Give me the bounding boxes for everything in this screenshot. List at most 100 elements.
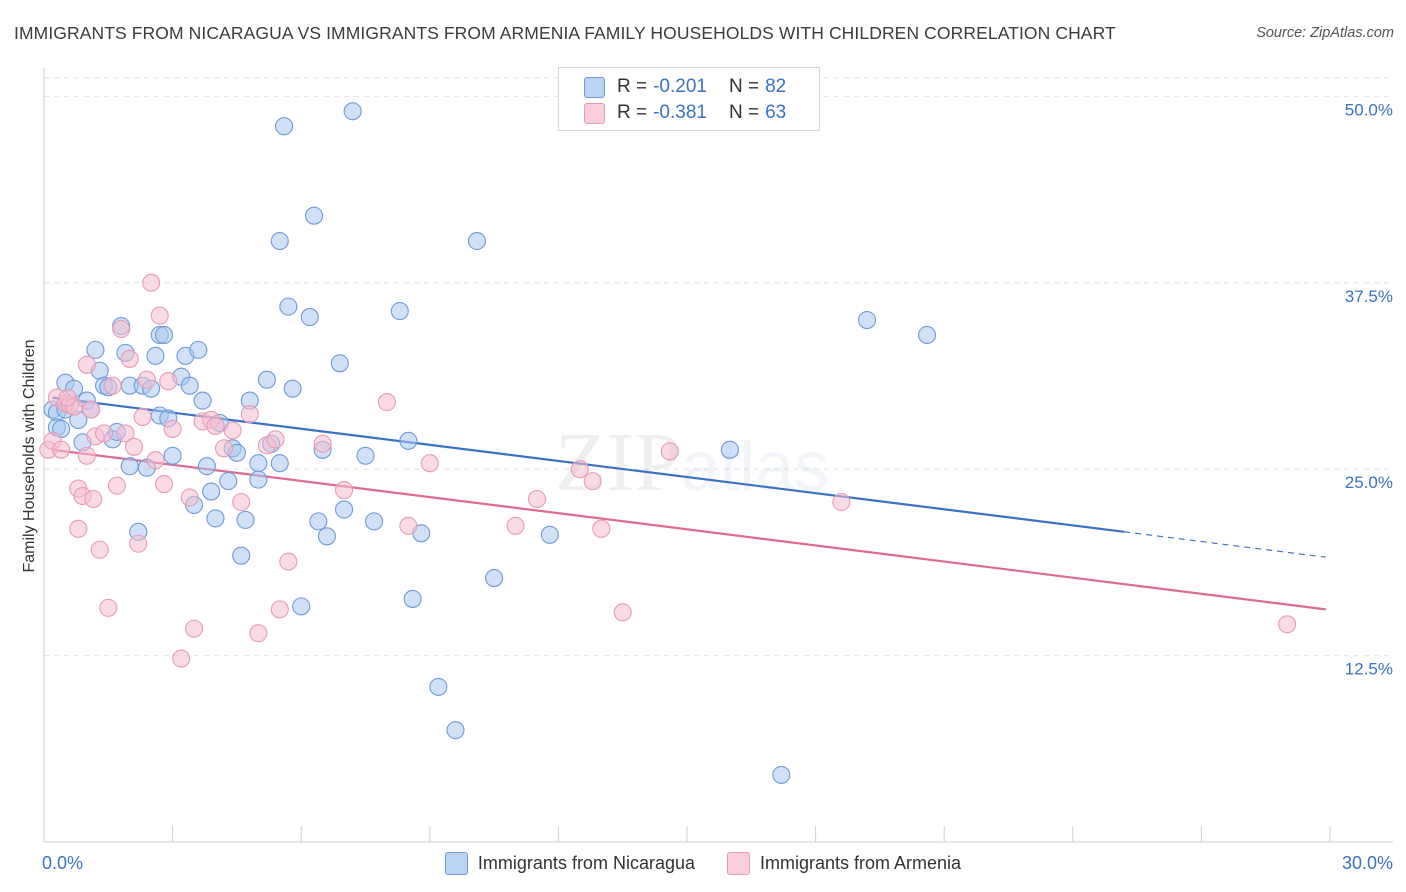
data-point-pink: [1278, 615, 1297, 634]
data-point-pink: [99, 598, 118, 617]
legend-r-value: -0.201: [653, 76, 707, 97]
legend-label-nicaragua: Immigrants from Nicaragua: [477, 853, 695, 873]
data-point-blue: [283, 379, 302, 398]
data-point-blue: [249, 454, 268, 473]
data-point-blue: [918, 325, 937, 345]
data-point-pink: [69, 519, 88, 538]
data-point-pink: [506, 516, 525, 535]
legend-n-value: 82: [765, 76, 787, 97]
data-point-blue: [356, 446, 375, 465]
data-point-pink: [313, 434, 332, 453]
data-point-pink: [84, 489, 103, 509]
legend-swatch-pink: [727, 852, 750, 875]
data-point-pink: [232, 492, 251, 512]
data-point-pink: [150, 306, 169, 325]
data-point-pink: [77, 446, 96, 465]
data-point-pink: [214, 439, 234, 458]
chart-source: Source: ZipAtlas.com: [1256, 25, 1394, 41]
data-point-blue: [270, 454, 289, 473]
data-point-pink: [270, 600, 289, 619]
legend-n-label: N =: [728, 76, 760, 97]
trend-extension-blue: [1124, 531, 1326, 558]
data-point-blue: [193, 391, 212, 410]
data-point-blue: [292, 597, 311, 616]
data-point-pink: [399, 516, 418, 535]
data-point-blue: [317, 527, 336, 546]
legend-swatch-blue: [584, 76, 605, 98]
data-point-pink: [335, 481, 354, 500]
trend-line-blue: [52, 396, 1125, 533]
data-point-pink: [570, 460, 589, 479]
data-point-blue: [305, 206, 324, 225]
data-point-pink: [592, 519, 611, 538]
data-point-pink: [832, 492, 851, 512]
data-point-pink: [420, 454, 439, 473]
data-point-pink: [377, 393, 396, 412]
data-point-pink: [120, 349, 139, 368]
legend-swatch-pink: [584, 102, 605, 124]
data-point-blue: [446, 721, 465, 740]
y-tick-label: 25.0%: [1345, 473, 1393, 492]
x-tick-label: 0.0%: [42, 853, 83, 873]
data-point-pink: [107, 476, 126, 495]
data-point-pink: [142, 273, 161, 292]
legend-r-value: -0.381: [653, 102, 707, 123]
data-point-pink: [58, 388, 77, 407]
data-point-blue: [309, 512, 328, 531]
y-tick-label: 12.5%: [1345, 660, 1393, 679]
data-point-pink: [249, 624, 268, 643]
data-point-pink: [129, 534, 148, 553]
data-point-pink: [90, 540, 109, 559]
data-point-blue: [399, 431, 418, 450]
data-point-pink: [613, 603, 632, 622]
data-point-blue: [720, 440, 739, 459]
legend-item-armenia[interactable]: Immigrants from Armenia: [727, 852, 961, 875]
data-point-blue: [189, 340, 208, 359]
data-point-blue: [275, 117, 294, 136]
data-point-blue: [206, 509, 225, 528]
data-point-blue: [163, 446, 182, 465]
data-point-blue: [257, 370, 276, 389]
y-tick-label: 37.5%: [1345, 287, 1393, 306]
data-point-pink: [266, 430, 285, 449]
data-point-blue: [120, 457, 139, 476]
data-point-blue: [270, 231, 289, 251]
grid-lines: [44, 77, 1393, 657]
data-point-blue: [219, 472, 238, 491]
correlation-legend: R = -0.201 N = 82 R = -0.381 N = 63: [558, 67, 820, 131]
data-point-blue: [86, 340, 105, 359]
data-point-blue: [365, 512, 384, 531]
data-point-blue: [249, 470, 268, 489]
data-point-pink: [137, 370, 156, 389]
data-point-pink: [660, 442, 679, 461]
legend-row-nicaragua: R = -0.201 N = 82: [584, 75, 787, 99]
data-point-pink: [583, 472, 602, 491]
x-tick-label: 30.0%: [1342, 853, 1393, 873]
watermark-atlas: atlas: [681, 427, 829, 505]
data-point-blue: [232, 546, 251, 565]
legend-r-label: R =: [617, 102, 648, 123]
data-point-pink: [240, 404, 259, 424]
series-legend: Immigrants from Nicaragua Immigrants fro…: [0, 852, 1406, 875]
data-point-pink: [223, 421, 242, 440]
data-point-pink: [184, 619, 204, 638]
data-point-blue: [772, 765, 791, 784]
legend-n-value: 63: [765, 102, 787, 123]
data-point-blue: [330, 354, 349, 373]
chart-title: IMMIGRANTS FROM NICARAGUA VS IMMIGRANTS …: [14, 23, 1116, 43]
data-point-blue: [403, 589, 422, 608]
legend-label-armenia: Immigrants from Armenia: [760, 853, 962, 873]
data-points: [39, 102, 1297, 784]
data-point-blue: [335, 500, 354, 519]
data-point-pink: [94, 424, 114, 443]
data-point-pink: [527, 489, 547, 509]
data-point-pink: [82, 400, 101, 419]
legend-item-nicaragua[interactable]: Immigrants from Nicaragua: [444, 852, 695, 875]
data-point-pink: [52, 440, 71, 459]
y-axis-label: Family Households with Children: [21, 339, 38, 573]
legend-row-armenia: R = -0.381 N = 63: [584, 101, 787, 125]
data-point-blue: [300, 308, 319, 327]
data-point-pink: [103, 376, 122, 395]
data-point-blue: [180, 376, 199, 395]
